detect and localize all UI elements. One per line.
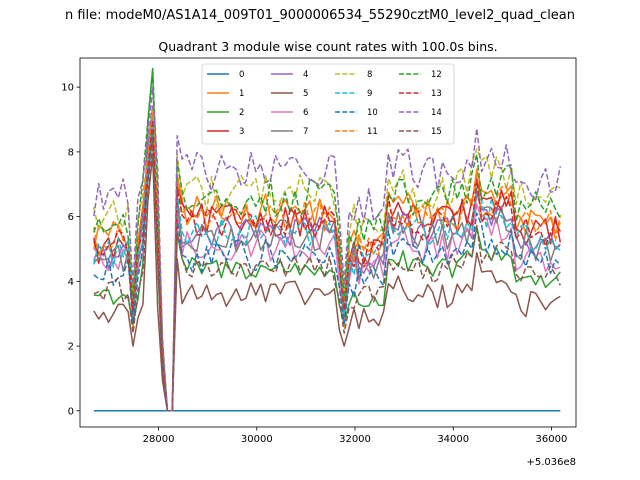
series-line-15 [93,140,561,412]
x-tick-label: 30000 [241,434,273,445]
chart-title: Quadrant 3 module wise count rates with … [158,39,497,54]
x-tick-label: 28000 [143,434,175,445]
legend-entry-label: 11 [367,127,378,137]
series-line-8 [93,109,561,412]
y-tick-label: 0 [68,406,74,417]
legend-entry-label: 3 [239,127,244,137]
legend-entry-label: 1 [239,89,244,99]
series-layer [93,67,562,412]
legend-entry-label: 15 [431,127,442,137]
legend-entry-label: 8 [367,70,372,80]
legend-entry-label: 7 [303,127,308,137]
legend-entry-label: 10 [367,108,378,118]
x-tick-label: 36000 [536,434,568,445]
y-tick-label: 2 [68,342,74,353]
x-offset-label: +5.036e8 [526,457,576,468]
legend-box [201,63,455,145]
legend-entry-label: 0 [239,70,244,80]
series-line-14 [93,86,562,412]
y-tick-label: 10 [61,83,74,94]
legend-entry-label: 5 [303,89,308,99]
legend-entry-label: 14 [431,108,442,118]
plot-frame [79,57,577,428]
legend-entry-label: 13 [431,89,442,99]
legend-entry-label: 6 [303,108,308,118]
legend-entry-label: 4 [303,70,308,80]
y-tick-label: 6 [68,212,74,223]
x-tick-label: 32000 [339,434,371,445]
legend-entry-label: 9 [367,89,372,99]
y-tick-label: 4 [68,277,74,288]
legend-entry-label: 12 [431,70,442,80]
figure-suptitle: n file: modeM0/AS1A14_009T01_9000006534_… [65,8,575,23]
series-line-12 [93,68,561,412]
x-tick-label: 34000 [437,434,469,445]
legend-entry-label: 2 [239,108,244,118]
y-tick-label: 8 [68,147,74,158]
axes: 28000 30000 32000 34000 36000 0 2 4 6 8 10 [61,83,567,445]
